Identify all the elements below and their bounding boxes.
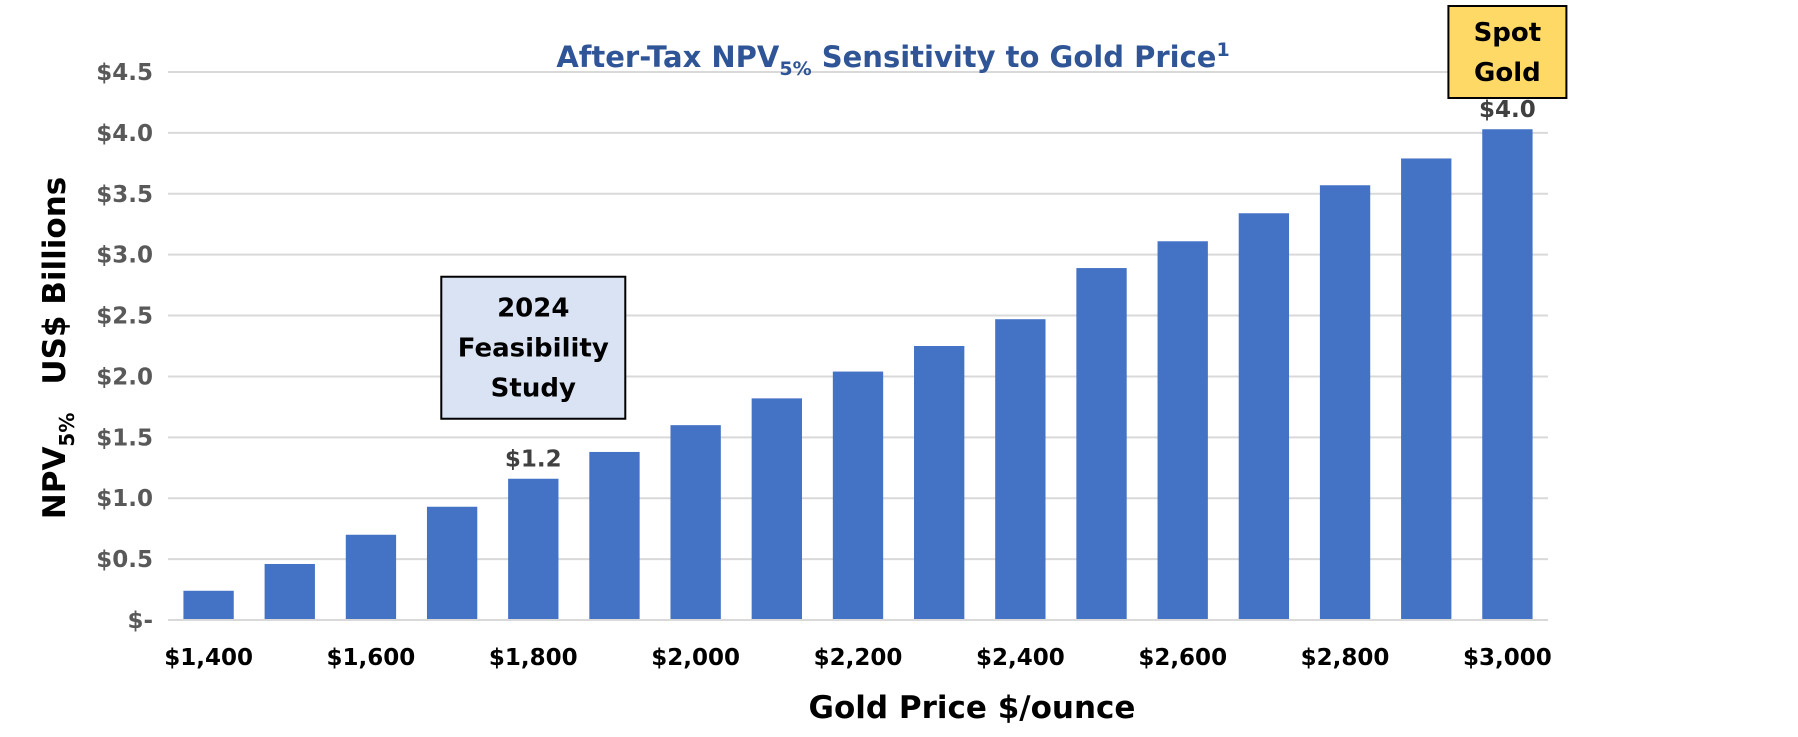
y-tick-label: $3.0 xyxy=(96,243,153,269)
y-tick-label: $2.0 xyxy=(96,364,153,390)
y-tick-label: $1.5 xyxy=(96,425,153,451)
callout-text: Spot xyxy=(1474,18,1542,48)
callout-text: Study xyxy=(491,374,576,404)
callout-text: Feasibility xyxy=(458,334,609,364)
gridlines xyxy=(168,71,1548,561)
y-tick-label: $4.0 xyxy=(96,121,153,147)
x-tick-label: $2,400 xyxy=(976,645,1065,671)
bar xyxy=(1076,268,1127,620)
y-tick-label: $- xyxy=(127,608,153,634)
y-axis-ticks: $- $0.5 $1.0 $1.5 $2.0 $2.5 $3.0 $3.5 $4.0 $4.5 xyxy=(96,60,153,634)
bar xyxy=(183,590,234,620)
bar xyxy=(589,451,640,620)
x-tick-label: $2,200 xyxy=(814,645,903,671)
spot-gold-callout: Spot Gold xyxy=(1447,5,1568,99)
x-axis-ticks: $1,400 $1,600 $1,800 $2,000 $2,200 $2,400 $2,6… xyxy=(164,645,1552,671)
bar xyxy=(670,425,721,620)
bar xyxy=(1401,158,1452,620)
x-axis-label: Gold Price $/ounce xyxy=(809,690,1136,726)
bar xyxy=(426,506,478,620)
bar xyxy=(508,478,559,620)
bar xyxy=(1157,241,1208,620)
y-tick-label: $4.5 xyxy=(96,60,153,86)
bar xyxy=(1482,129,1533,621)
x-tick-label: $1,800 xyxy=(489,645,578,671)
data-label: $4.0 xyxy=(1479,97,1536,123)
y-axis-label: NPV5%US$ Billions xyxy=(37,177,79,519)
x-tick-label: $3,000 xyxy=(1463,645,1552,671)
bar xyxy=(1319,185,1371,620)
feasibility-study-callout: 2024 Feasibility Study xyxy=(440,275,627,420)
x-tick-label: $2,000 xyxy=(651,645,740,671)
callout-box xyxy=(440,275,627,420)
callout-text: Gold xyxy=(1474,58,1541,88)
bar xyxy=(914,346,965,620)
bar xyxy=(1238,213,1290,621)
x-tick-label: $2,600 xyxy=(1138,645,1227,671)
bar xyxy=(751,398,802,620)
y-tick-label: $2.5 xyxy=(96,304,153,330)
data-label: $1.2 xyxy=(505,447,562,473)
chart-title: After-Tax NPV5% Sensitivity to Gold Pric… xyxy=(556,39,1229,80)
x-tick-label: $1,400 xyxy=(164,645,253,671)
y-tick-label: $1.0 xyxy=(96,486,153,512)
callout-box xyxy=(1447,5,1568,99)
bar xyxy=(264,563,315,620)
x-tick-label: $2,800 xyxy=(1301,645,1390,671)
x-tick-label: $1,600 xyxy=(327,645,416,671)
bar xyxy=(832,371,884,620)
y-tick-label: $3.5 xyxy=(96,182,153,208)
callout-text: 2024 xyxy=(497,294,569,324)
annotations: $1.2 $4.0 2024 Feasibility Study Spot Gold xyxy=(440,5,1568,473)
y-tick-label: $0.5 xyxy=(96,547,153,573)
bar xyxy=(345,534,397,620)
bar xyxy=(995,319,1046,620)
bars xyxy=(183,129,1533,621)
